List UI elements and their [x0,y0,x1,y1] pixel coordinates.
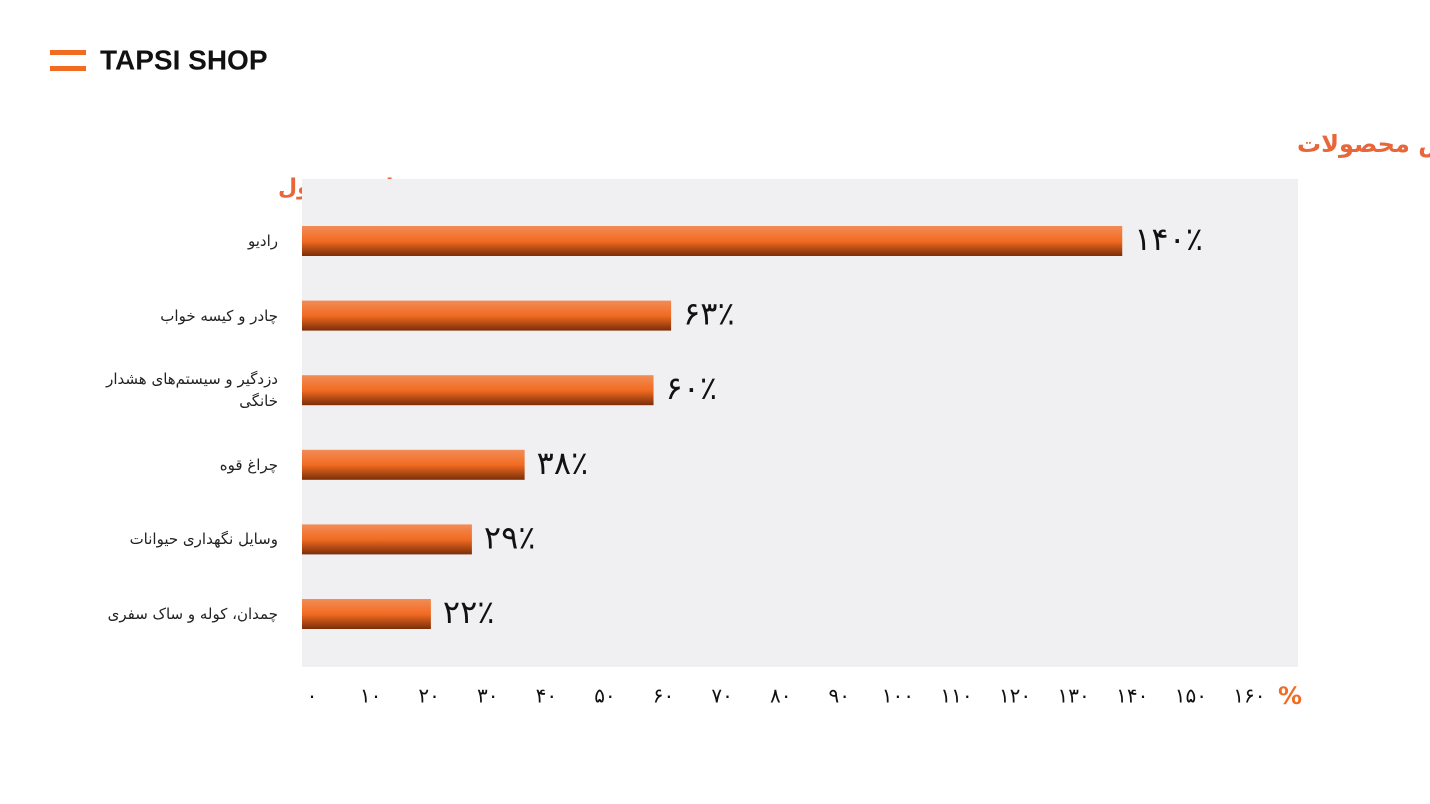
chart-title: افزایش فروش محصولات [1297,130,1430,158]
bar [302,300,672,331]
logo-bar [50,66,86,71]
logo-bar [50,50,86,55]
x-tick-label: ۱۱۰ [940,684,972,708]
bar [302,226,1123,256]
x-tick-label: ۱۶۰ [1233,684,1265,708]
bar [302,375,654,406]
value-label: ۲۹٪ [484,518,536,556]
x-tick-label: ۵۰ [594,684,615,708]
value-label: ۶۰٪ [666,369,718,407]
brand: TAPSI SHOP [100,44,268,75]
x-tick-label: ۱۰ [360,684,381,708]
category-label: چادر و کیسه خواب [160,306,278,325]
bar [302,599,431,629]
category-label: دزدگیر و سیستم‌های هشدار خانگی [106,370,278,411]
x-tick-label: ۲۰ [418,684,439,708]
plot-area [302,179,1298,667]
value-label: ۲۲٪ [443,593,495,631]
value-label: ۱۴۰٪ [1134,220,1203,258]
x-tick-label: ۱۳۰ [1058,684,1090,708]
x-tick-label: ۶۰ [653,684,674,708]
bar [302,524,472,555]
category-label: چمدان، کوله و ساک سفری [107,605,278,623]
bar [302,449,525,480]
value-label: ۳۸٪ [537,444,589,482]
x-tick-label: ۱۵۰ [1175,684,1207,708]
x-tick-label: ۱۰۰ [882,684,914,708]
category-label: وسایل نگهداری حیوانات [129,530,278,549]
x-tick-label: ۰ [307,684,318,708]
x-tick-label: ۱۲۰ [999,684,1031,708]
x-tick-label: ۹۰ [829,684,850,708]
x-tick-label: ۳۰ [477,684,498,708]
x-tick-label: ۱۴۰ [1116,684,1148,708]
category-label: چراغ قوه [219,455,278,474]
x-axis-label: % [1278,682,1302,710]
value-label: ۶۳٪ [683,295,735,333]
x-tick-label: ۸۰ [770,684,791,708]
x-tick-label: ۷۰ [711,684,732,708]
category-label: رادیو [247,232,278,250]
x-tick-label: ۴۰ [536,684,557,708]
